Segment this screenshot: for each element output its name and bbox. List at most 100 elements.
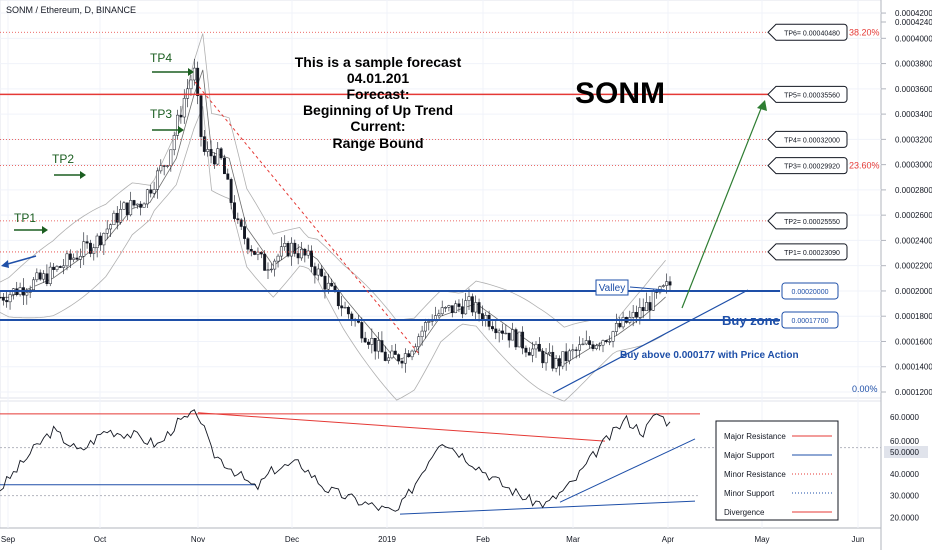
candle-body	[343, 306, 347, 309]
candles	[0, 58, 672, 376]
candle-body	[400, 360, 404, 364]
candle-body	[0, 297, 2, 299]
candle-body	[149, 189, 153, 194]
candle-body	[95, 235, 99, 248]
candle-body	[119, 209, 123, 223]
candle-body	[129, 200, 133, 216]
candle-body	[511, 329, 515, 341]
candle-body	[494, 328, 498, 334]
candle-body	[179, 114, 183, 118]
target-callout-label: TP5= 0.00035560	[784, 92, 840, 99]
left-arrowhead	[1, 260, 9, 268]
time-tick-label: Mar	[566, 535, 580, 544]
target-callout-label: TP6= 0.00040480	[784, 30, 840, 37]
price-tick-label: 0.00032000	[895, 135, 932, 144]
support-trend-line	[399, 500, 696, 515]
candle-body	[269, 268, 273, 271]
time-tick-label: Apr	[662, 535, 675, 544]
forecast-line-2: 04.01.201	[347, 70, 409, 86]
candle-body	[296, 253, 300, 259]
legend-entry-label: Minor Support	[724, 489, 775, 498]
candle-body	[517, 331, 521, 348]
target-callout-box	[767, 212, 848, 230]
candle-body	[501, 330, 504, 334]
legend-entry-label: Major Resistance	[724, 432, 786, 441]
tp-markers: TP1 TP2 TP3 TP4	[14, 51, 194, 234]
target-callout-box	[767, 23, 848, 41]
candle-body	[52, 266, 56, 270]
candle-body	[497, 330, 501, 334]
candle-body	[346, 306, 350, 315]
candle-body	[48, 266, 52, 284]
legend: Major Resistance Major Support Minor Resis…	[715, 420, 839, 521]
indicator-current-badge	[884, 446, 928, 458]
candle-body	[450, 305, 454, 314]
candle-body	[370, 337, 374, 345]
target-callout-box	[767, 157, 848, 175]
indicator-tick-label: 60.0000	[890, 437, 919, 446]
candle-body	[152, 189, 156, 194]
downtrend-line	[194, 81, 421, 356]
candle-body	[99, 235, 102, 246]
candle-body	[233, 202, 236, 219]
candle-body	[32, 279, 35, 291]
candle-body	[447, 305, 451, 308]
candle-body	[460, 306, 464, 315]
tp1-label: TP1	[14, 211, 36, 225]
time-tick-label: Nov	[191, 535, 205, 544]
zone-callout-box	[781, 311, 839, 329]
candle-body	[85, 241, 89, 244]
candle-body	[454, 303, 458, 314]
indicator-tick-label: 20.0000	[890, 513, 919, 522]
candle-body	[377, 340, 381, 352]
indicator-axis-labels: 60.0000 60.0000 50.0000 40.0000 30.0000 20.00…	[884, 413, 928, 522]
candle-body	[102, 233, 106, 246]
candle-body	[115, 212, 119, 223]
lower-band	[0, 106, 666, 402]
candle-body	[286, 243, 290, 257]
candle-body	[256, 251, 260, 255]
candle-body	[253, 250, 257, 255]
candle-body	[266, 269, 270, 271]
candle-body	[226, 173, 230, 180]
candle-body	[273, 260, 277, 270]
candle-body	[145, 189, 149, 205]
candle-body	[380, 340, 384, 353]
candle-body	[283, 243, 287, 247]
candle-body	[132, 200, 136, 206]
candle-body	[330, 282, 334, 287]
divergence-line	[197, 412, 606, 442]
candle-body	[316, 268, 320, 276]
candle-body	[393, 350, 397, 355]
time-tick-label: 2019	[378, 535, 396, 544]
candle-body	[568, 350, 571, 362]
candle-body	[92, 247, 96, 254]
candle-body	[367, 341, 370, 345]
price-tick-label: 0.00012000	[895, 388, 932, 397]
candle-body	[514, 329, 518, 348]
candle-body	[588, 340, 592, 345]
candle-body	[249, 249, 253, 252]
candle-body	[363, 337, 367, 343]
candle-body	[182, 98, 186, 118]
candle-body	[403, 353, 407, 364]
candle-body	[440, 307, 444, 315]
candle-body	[246, 238, 250, 250]
candle-body	[668, 281, 672, 286]
fib-zero-label: 0.00%	[852, 384, 878, 394]
candle-body	[42, 273, 45, 280]
candle-body	[648, 302, 652, 311]
candle-body	[467, 296, 471, 301]
candle-body	[601, 340, 605, 346]
candle-body	[645, 302, 648, 312]
candle-body	[65, 253, 69, 267]
candle-body	[491, 326, 494, 330]
candle-body	[383, 351, 387, 361]
candle-body	[8, 294, 12, 303]
candle-body	[604, 340, 608, 343]
